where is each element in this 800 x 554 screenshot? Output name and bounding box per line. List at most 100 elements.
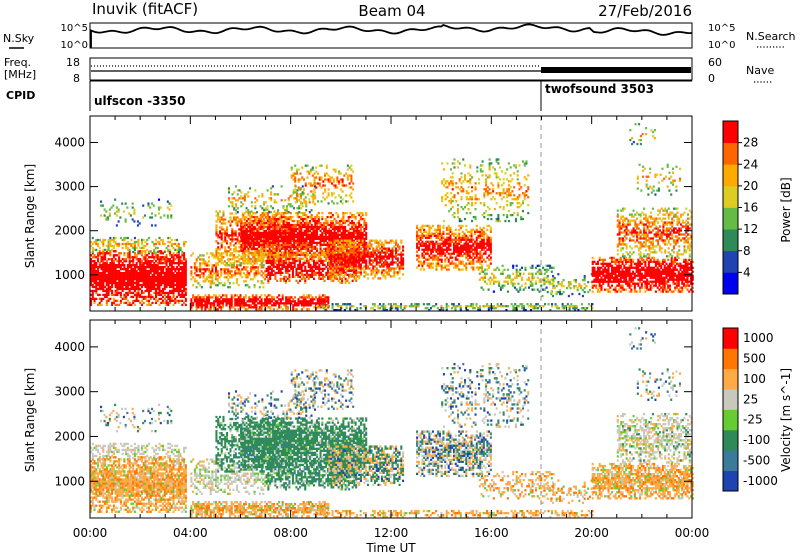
power-cell xyxy=(282,211,285,215)
power-cell xyxy=(301,219,305,223)
power-cell xyxy=(277,251,280,254)
power-cell xyxy=(97,303,100,307)
power-cell xyxy=(391,259,394,262)
power-cell xyxy=(322,298,325,301)
power-cell xyxy=(227,264,230,267)
power-cell xyxy=(104,266,107,269)
power-cell xyxy=(301,225,305,229)
power-cell xyxy=(312,229,315,233)
power-cell xyxy=(347,229,350,233)
power-cell xyxy=(93,256,96,259)
power-cell xyxy=(153,279,156,283)
power-cell xyxy=(169,264,172,267)
power-cell xyxy=(380,243,384,246)
power-cell xyxy=(296,223,299,227)
power-cell xyxy=(116,271,119,275)
power-cell xyxy=(298,253,301,257)
power-cell xyxy=(211,304,214,307)
power-cell xyxy=(321,251,324,255)
power-cell xyxy=(204,270,207,273)
power-cell xyxy=(337,273,340,277)
power-cell xyxy=(154,224,157,227)
power-cell xyxy=(247,221,250,225)
power-cell xyxy=(295,257,298,261)
power-cell xyxy=(232,248,236,251)
power-cell xyxy=(391,239,394,242)
power-cell xyxy=(165,262,168,265)
power-cell xyxy=(398,271,401,274)
power-cell xyxy=(183,271,186,275)
power-cell xyxy=(234,294,237,297)
power-cell xyxy=(337,231,340,235)
power-cell xyxy=(114,281,117,285)
power-cell xyxy=(346,174,349,177)
power-cell xyxy=(114,277,117,281)
power-cell xyxy=(344,219,347,223)
power-cell xyxy=(314,217,317,221)
power-cell xyxy=(305,249,308,252)
power-cell xyxy=(290,194,293,197)
power-cell xyxy=(353,277,356,280)
power-cell xyxy=(218,226,221,229)
power-cell xyxy=(400,259,403,262)
power-cell xyxy=(146,289,149,293)
power-cell xyxy=(305,215,308,219)
power-cell xyxy=(116,299,119,303)
power-cell xyxy=(234,220,237,223)
power-cell xyxy=(313,298,316,301)
power-cell xyxy=(275,213,278,217)
power-cell xyxy=(251,294,254,297)
power-cell xyxy=(197,296,200,299)
power-cell xyxy=(396,273,399,276)
power-cell xyxy=(247,211,250,215)
power-cell xyxy=(195,266,198,269)
power-cell xyxy=(286,225,289,229)
power-cell xyxy=(338,247,341,250)
power-cell xyxy=(358,229,361,233)
power-cell xyxy=(276,271,279,275)
power-cell xyxy=(289,249,292,252)
power-cell xyxy=(297,265,300,269)
power-cell xyxy=(330,223,333,227)
power-cell xyxy=(247,213,250,217)
power-cell xyxy=(285,302,288,305)
power-cell xyxy=(351,223,354,227)
power-cell xyxy=(211,254,214,257)
power-cell xyxy=(325,164,328,167)
power-cell xyxy=(356,261,359,264)
power-cell xyxy=(130,260,133,263)
power-cell xyxy=(398,245,401,248)
power-cell xyxy=(211,282,214,285)
power-cell xyxy=(176,252,179,255)
power-cell xyxy=(290,302,293,305)
power-cell xyxy=(359,253,362,256)
power-cell xyxy=(345,249,348,252)
power-cell xyxy=(169,269,172,273)
power-cell xyxy=(303,229,306,233)
power-cell xyxy=(110,206,113,209)
power-cell xyxy=(234,300,237,303)
power-cell xyxy=(154,293,158,297)
power-cell xyxy=(283,261,286,265)
power-cell xyxy=(160,258,163,261)
power-cell xyxy=(285,296,288,299)
power-cell xyxy=(114,242,117,246)
power-cell xyxy=(102,248,105,252)
power-cell xyxy=(119,279,122,283)
power-cell xyxy=(282,241,285,245)
power-cell xyxy=(199,300,202,303)
power-cell xyxy=(325,265,328,269)
power-cell xyxy=(241,306,244,309)
power-cell xyxy=(291,219,294,223)
power-cell xyxy=(339,200,342,203)
power-cell xyxy=(342,237,345,241)
power-cell xyxy=(305,239,308,243)
power-cell xyxy=(252,245,255,248)
power-cell xyxy=(308,219,312,223)
power-cell xyxy=(169,250,172,253)
power-cell xyxy=(249,215,252,219)
power-cell xyxy=(140,289,143,293)
power-cell xyxy=(217,256,220,259)
power-cell xyxy=(347,223,350,227)
power-cell xyxy=(172,291,175,295)
